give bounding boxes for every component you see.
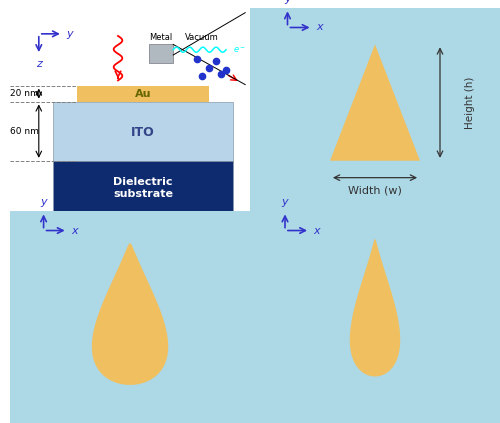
Bar bbox=[149, 44, 173, 63]
Text: (a): (a) bbox=[134, 231, 153, 244]
Text: Vacuum: Vacuum bbox=[185, 33, 219, 42]
Text: x: x bbox=[71, 225, 78, 236]
Text: x: x bbox=[314, 225, 320, 236]
Text: Metal: Metal bbox=[149, 33, 172, 42]
Text: Width (w): Width (w) bbox=[348, 185, 402, 195]
Text: z: z bbox=[36, 59, 42, 69]
Text: Au: Au bbox=[135, 89, 152, 99]
Text: (b): (b) bbox=[365, 231, 385, 244]
Bar bbox=[53, 102, 233, 161]
Text: Dielectric
substrate: Dielectric substrate bbox=[113, 177, 173, 199]
Polygon shape bbox=[330, 44, 420, 161]
Text: y: y bbox=[66, 29, 73, 39]
Text: 20 nm: 20 nm bbox=[10, 89, 39, 98]
Text: $e^-$: $e^-$ bbox=[233, 45, 246, 55]
Bar bbox=[77, 86, 209, 102]
Text: y: y bbox=[40, 197, 47, 207]
Polygon shape bbox=[92, 243, 168, 385]
Polygon shape bbox=[350, 239, 400, 376]
Text: x: x bbox=[316, 22, 323, 33]
Text: Height (h): Height (h) bbox=[465, 77, 475, 129]
Text: y: y bbox=[284, 0, 291, 4]
Text: ITO: ITO bbox=[132, 126, 155, 139]
Text: 60 nm: 60 nm bbox=[10, 126, 39, 136]
Bar bbox=[53, 161, 233, 216]
Text: y: y bbox=[282, 197, 288, 207]
